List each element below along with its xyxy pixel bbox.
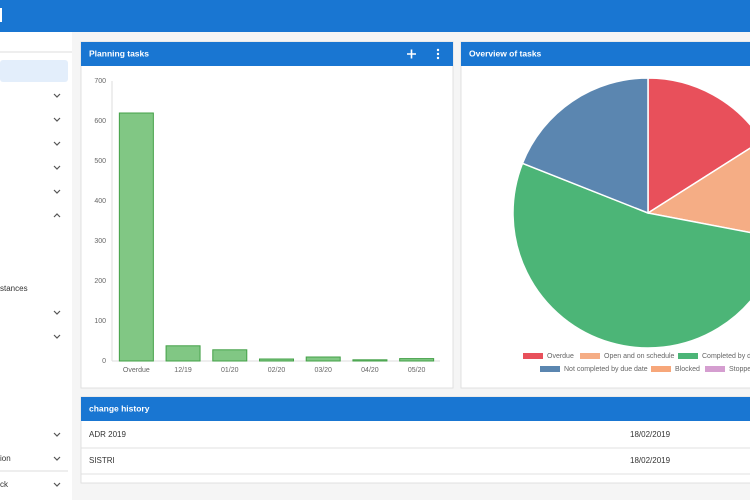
x-tick-label: 03/20 [314, 367, 332, 374]
pie-slice [647, 77, 750, 215]
chevron[interactable] [53, 165, 61, 170]
legend-label: Stoppe [729, 366, 750, 373]
cell: 18/02/2019 [630, 456, 671, 465]
bar [212, 349, 248, 362]
chevron[interactable] [53, 334, 61, 339]
x-tick-label: 12/19 [174, 367, 192, 374]
chevron[interactable] [53, 141, 61, 146]
y-tick-label: 300 [94, 238, 106, 245]
pie-slice [512, 162, 750, 349]
cell: SISTRI [89, 456, 115, 465]
more-button[interactable] [436, 48, 440, 60]
legend-swatch [678, 353, 698, 359]
chevron[interactable] [53, 189, 61, 194]
legend-label: Open and on schedule [604, 353, 675, 360]
card-header [81, 397, 750, 421]
y-tick-label: 500 [94, 158, 106, 165]
y-tick-label: 100 [94, 318, 106, 325]
legend-label: Not completed by due date [564, 366, 648, 373]
sidebar-item[interactable]: ion [0, 454, 11, 463]
chevron[interactable] [53, 456, 61, 461]
bar [165, 345, 201, 362]
bar [399, 358, 435, 362]
chevron[interactable] [53, 213, 61, 218]
y-tick-label: 200 [94, 278, 106, 285]
card-header [81, 42, 453, 66]
menu-icon[interactable] [0, 8, 2, 22]
x-tick-label: 02/20 [268, 367, 286, 374]
add-button[interactable] [407, 49, 416, 59]
chevron[interactable] [53, 117, 61, 122]
legend-swatch [651, 366, 671, 372]
active-item[interactable] [0, 60, 68, 82]
chevron[interactable] [53, 93, 61, 98]
x-tick-label: 04/20 [361, 367, 379, 374]
top-bar [0, 0, 750, 32]
chevron[interactable] [53, 432, 61, 437]
x-tick-label: 05/20 [408, 367, 426, 374]
cell: ADR 2019 [89, 430, 126, 439]
legend-label: Completed by du [702, 353, 750, 360]
sidebar-item[interactable]: stances [0, 284, 28, 293]
legend-label: Overdue [547, 353, 574, 360]
bar [118, 112, 154, 362]
chevron[interactable] [53, 482, 61, 487]
card-title: change history [89, 403, 150, 413]
x-tick-label: Overdue [123, 367, 150, 374]
y-tick-label: 700 [94, 78, 106, 85]
bar [305, 356, 341, 362]
card-header [461, 42, 750, 66]
chevron[interactable] [53, 310, 61, 315]
bar [352, 359, 388, 362]
bar [259, 358, 294, 362]
y-tick-label: 400 [94, 198, 106, 205]
sidebar-item[interactable]: ck [0, 480, 9, 489]
pie-slice [521, 77, 649, 215]
y-tick-label: 600 [94, 118, 106, 125]
legend-swatch [523, 353, 543, 359]
y-tick-label: 0 [102, 358, 106, 365]
legend-swatch [580, 353, 600, 359]
card-title: Planning tasks [89, 48, 149, 58]
legend-swatch [705, 366, 725, 372]
sidebar [0, 32, 72, 500]
chevrons [53, 93, 61, 487]
pie-slice [645, 147, 750, 234]
legend-swatch [540, 366, 560, 372]
cell: 18/02/2019 [630, 430, 671, 439]
legend-label: Blocked [675, 366, 700, 373]
card-title: Overview of tasks [469, 48, 542, 58]
x-tick-label: 01/20 [221, 367, 239, 374]
